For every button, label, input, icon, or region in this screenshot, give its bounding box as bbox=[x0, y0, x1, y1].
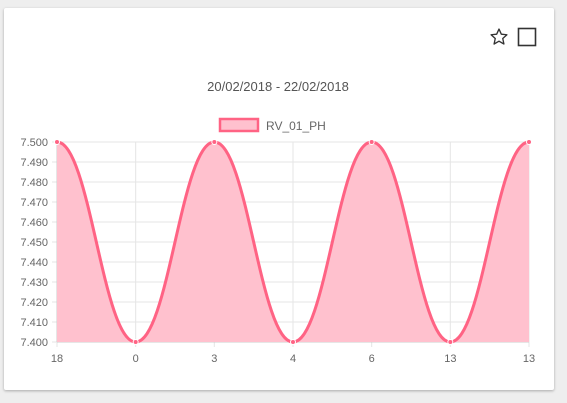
y-tick-label: 7.450 bbox=[20, 237, 48, 249]
chart-series bbox=[54, 139, 532, 345]
legend-swatch bbox=[218, 117, 260, 133]
x-tick-label: 0 bbox=[133, 353, 139, 365]
y-tick-label: 7.490 bbox=[20, 157, 48, 169]
star-icon[interactable] bbox=[488, 26, 510, 48]
data-point[interactable] bbox=[132, 339, 139, 345]
chart-legend[interactable]: RV_01_PH bbox=[218, 117, 326, 133]
data-point[interactable] bbox=[368, 139, 375, 145]
y-tick-label: 7.500 bbox=[20, 137, 48, 149]
chart-title: 20/02/2018 - 22/02/2018 bbox=[207, 79, 349, 94]
checkbox-icon[interactable] bbox=[516, 26, 538, 48]
y-tick-label: 7.410 bbox=[20, 317, 48, 329]
x-tick-label: 3 bbox=[211, 353, 217, 365]
data-point[interactable] bbox=[211, 139, 218, 145]
data-point[interactable] bbox=[54, 139, 60, 145]
data-point[interactable] bbox=[447, 339, 454, 345]
x-tick-label: 18 bbox=[51, 353, 63, 365]
x-tick-label: 4 bbox=[290, 353, 296, 365]
x-tick-label: 13 bbox=[523, 353, 535, 365]
data-point[interactable] bbox=[290, 339, 296, 345]
chart-grid bbox=[52, 141, 530, 347]
data-point[interactable] bbox=[526, 139, 532, 145]
y-tick-label: 7.470 bbox=[20, 197, 48, 209]
x-tick-label: 13 bbox=[444, 353, 456, 365]
card-toolbar bbox=[488, 26, 538, 48]
y-tick-label: 7.460 bbox=[20, 217, 48, 229]
y-tick-label: 7.440 bbox=[20, 257, 48, 269]
x-tick-label: 6 bbox=[369, 353, 375, 365]
y-tick-label: 7.420 bbox=[20, 297, 48, 309]
y-tick-label: 7.430 bbox=[20, 277, 48, 289]
legend-label: RV_01_PH bbox=[266, 119, 326, 133]
y-tick-label: 7.400 bbox=[20, 337, 48, 349]
y-tick-label: 7.480 bbox=[20, 177, 48, 189]
series-area bbox=[57, 142, 529, 342]
